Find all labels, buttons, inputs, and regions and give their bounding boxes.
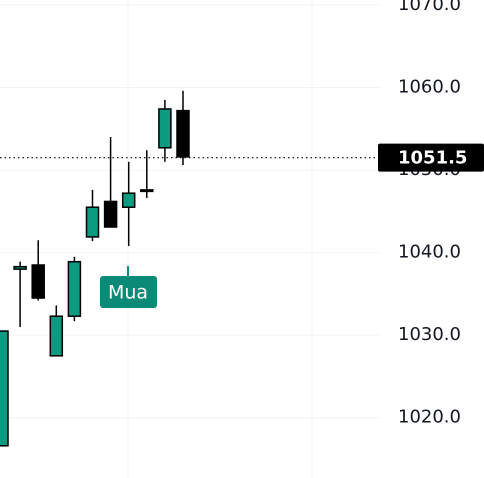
candle-body: [158, 108, 172, 149]
annotation-text: Mua: [108, 282, 148, 304]
y-tick-label: 1020.0: [398, 407, 461, 428]
candle-body: [85, 206, 100, 238]
candle-body: [140, 189, 154, 193]
candle-body: [176, 109, 190, 158]
last-price-label: 1051.5: [398, 148, 467, 169]
candle-body: [13, 265, 27, 270]
y-tick-label: 1070.0: [398, 0, 461, 15]
candle-body: [67, 260, 82, 317]
candle-body: [49, 315, 64, 357]
candle-body: [31, 264, 45, 299]
candle-body: [103, 200, 118, 228]
candle-body: [121, 192, 136, 208]
last-price-badge: [378, 143, 484, 172]
candle-body: [0, 330, 9, 447]
y-tick-label: 1040.0: [398, 242, 461, 263]
y-tick-label: 1030.0: [398, 324, 461, 345]
y-tick-label: 1060.0: [398, 77, 461, 98]
annotation-box: [100, 276, 157, 308]
